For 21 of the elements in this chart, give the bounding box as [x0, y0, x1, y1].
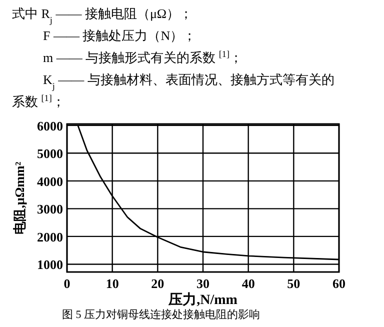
y-tick-label: 4000 — [37, 174, 63, 189]
x-tick-label: 30 — [196, 276, 210, 291]
y-tick-label: 6000 — [37, 118, 63, 134]
y-tick-label: 2000 — [37, 229, 63, 244]
y-tick-label: 1000 — [37, 257, 63, 272]
x-tick-label: 60 — [332, 276, 346, 291]
x-tick-label: 40 — [242, 276, 255, 291]
text: m —— 与接触形式有关的系数 $^{[1]}$； — [43, 49, 242, 65]
x-axis-title: 压力,N/mm — [168, 292, 238, 308]
x-tick-label: 10 — [106, 276, 119, 291]
y-axis-title: 电阻,μΩmm² — [12, 162, 27, 234]
y-tick-label: 3000 — [37, 202, 63, 217]
text: 式中 R$_{j}$ —— 接触电阻（μΩ）； — [12, 6, 193, 25]
text: F —— 接触处压力（N）； — [43, 28, 196, 43]
x-tick-label: 50 — [287, 276, 300, 291]
caption: 图 5 压力对铜母线连接处接触电阻的影响 — [62, 308, 260, 321]
x-tick-label: 20 — [151, 276, 164, 291]
text: 系数 $^{[1]}$； — [12, 93, 65, 109]
text: K$_{j}$ —— 与接触材料、表面情况、接触方式等有关的 — [43, 72, 334, 91]
y-tick-label: 5000 — [37, 146, 63, 162]
x-tick-label: 0 — [64, 276, 70, 291]
